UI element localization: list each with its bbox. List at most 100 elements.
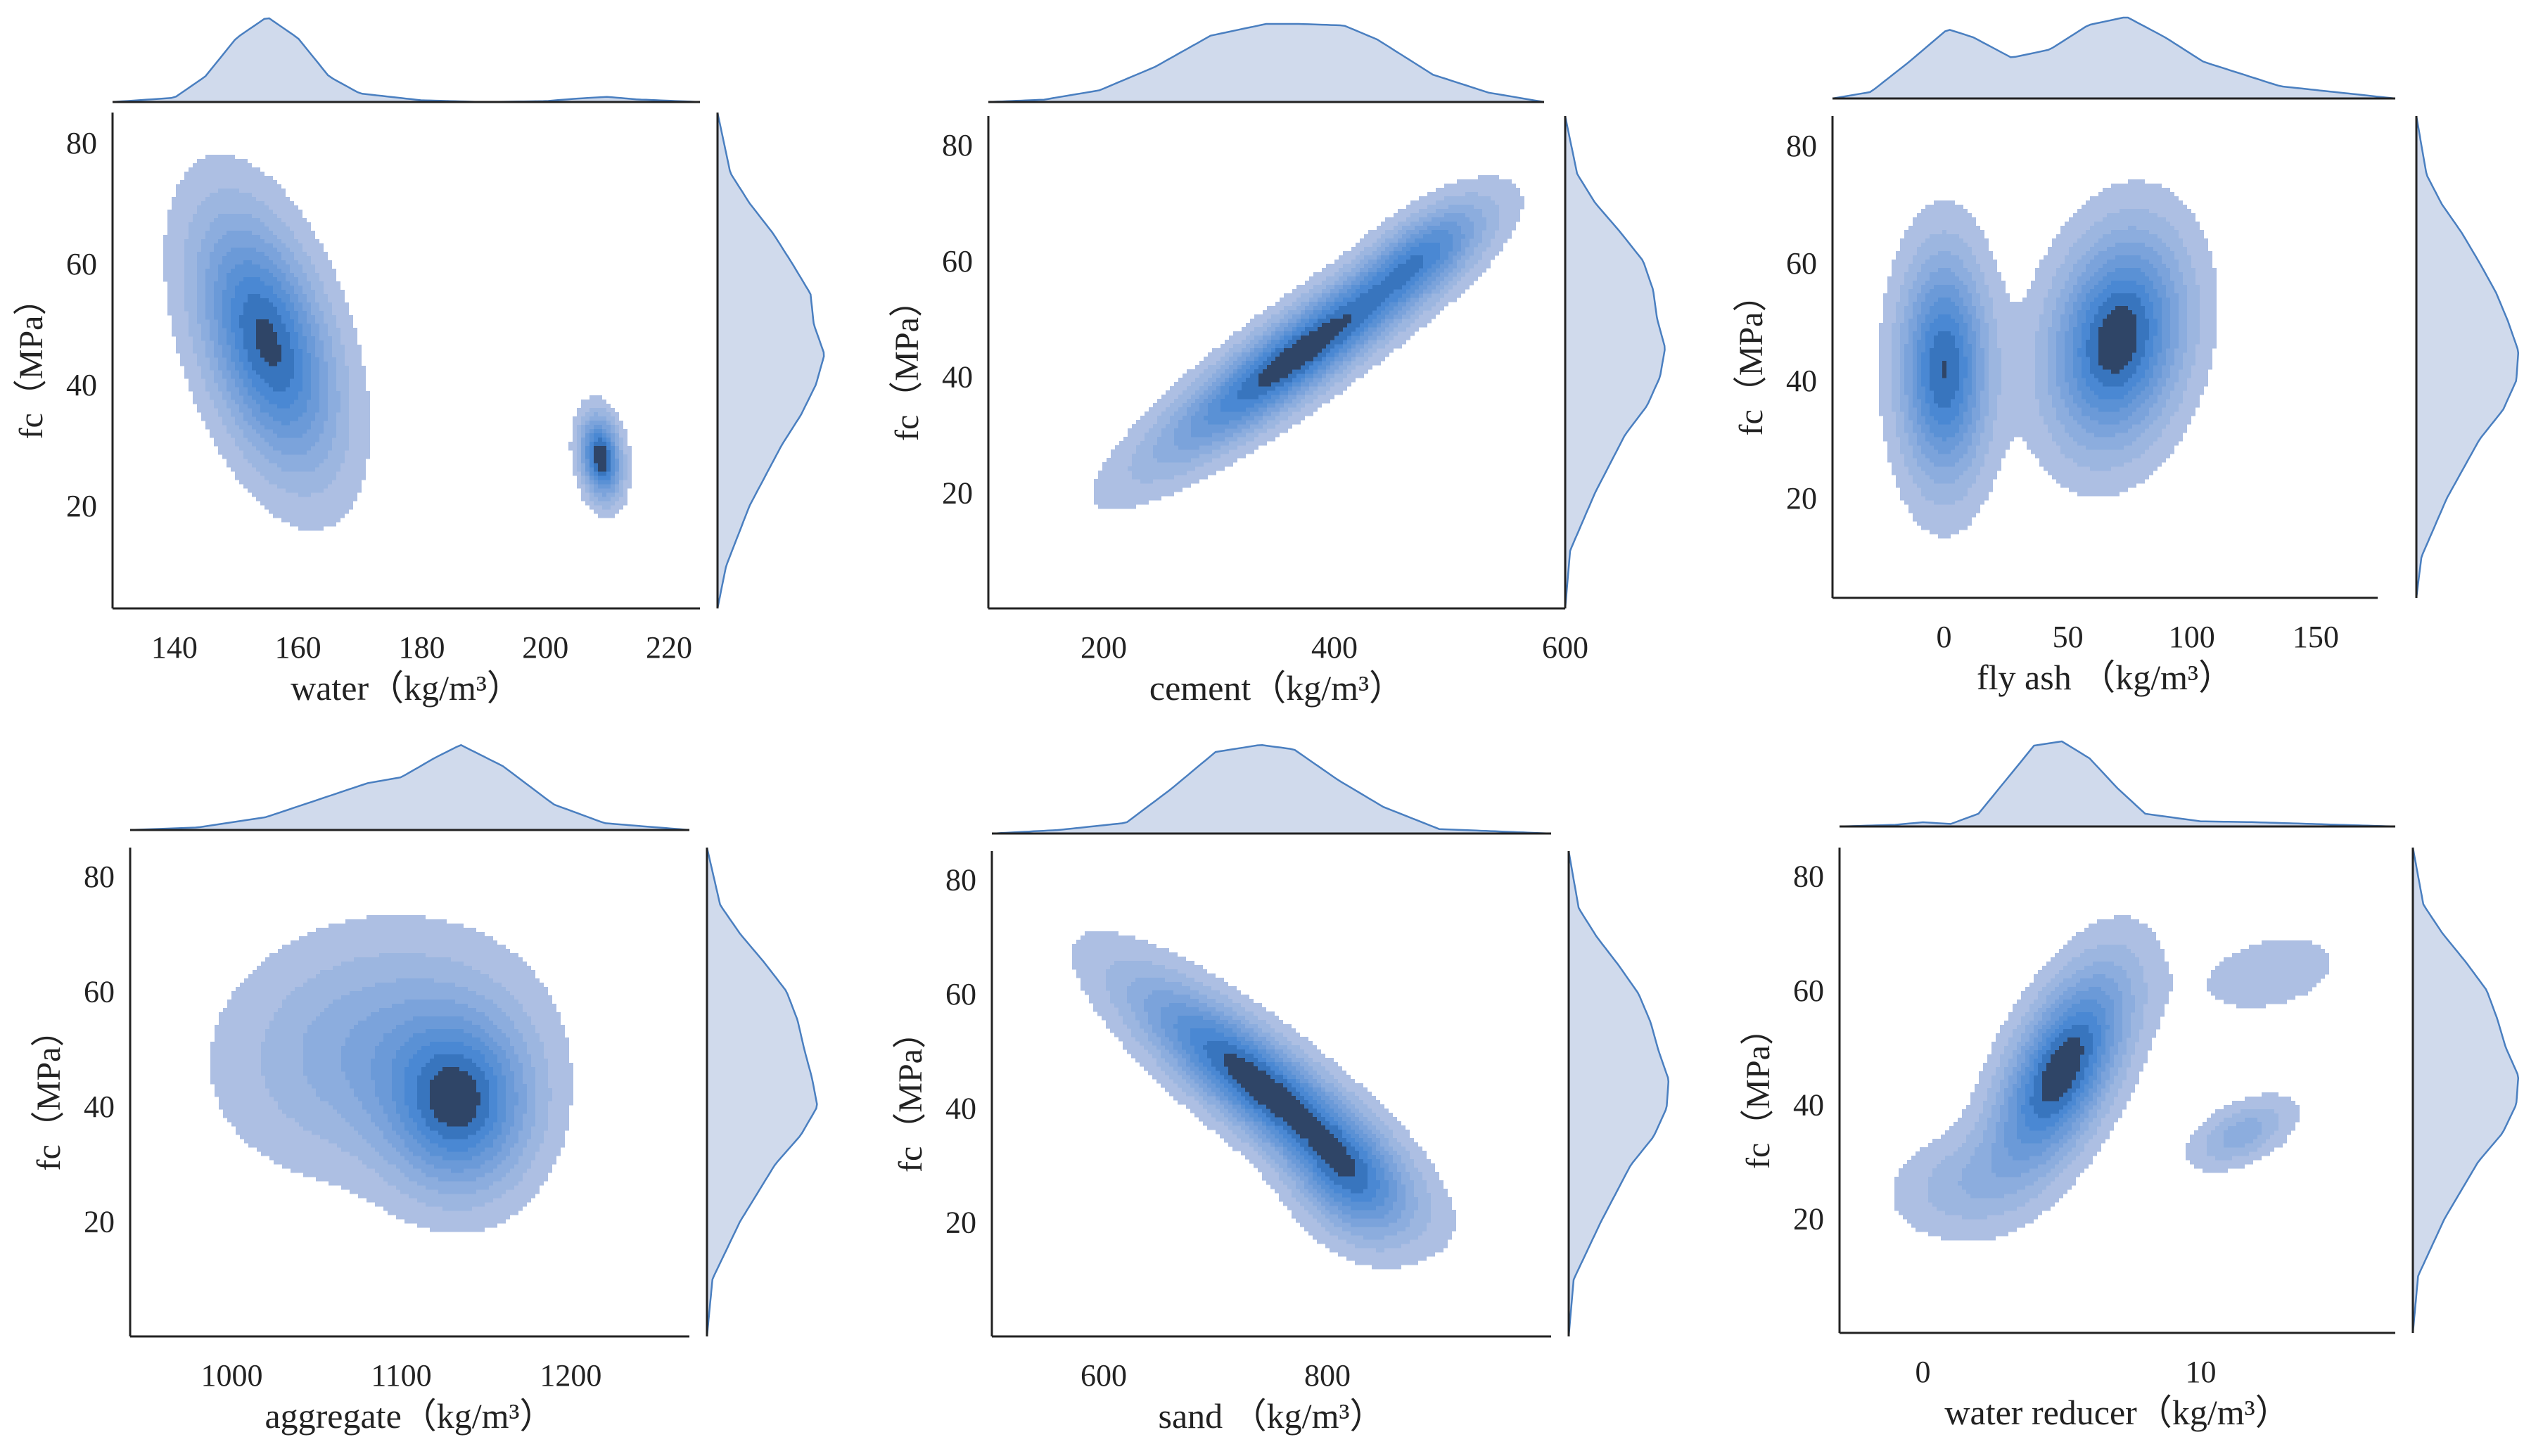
panel-aggregate: 1000 1100 1200 20 40 60 80 aggregate（kg/m³） fc（M…: [30, 743, 818, 1436]
right-marginal-fill: [2416, 116, 2518, 598]
right-marginal-curve: [2415, 115, 2520, 599]
right-marginal-fill: [2413, 848, 2518, 1333]
top-marginal-curve: [129, 743, 690, 831]
top-marginal-curve: [1832, 16, 2396, 100]
y-tick-label: 80: [66, 126, 97, 160]
x-tick-label: 200: [522, 630, 568, 665]
x-tick-label: 150: [2293, 620, 2339, 654]
x-axis-label: cement（kg/m³）: [1149, 668, 1404, 708]
kde-contours-water: [163, 155, 632, 531]
x-tick-label: 10: [2186, 1355, 2217, 1389]
right-marginal-curve: [2411, 847, 2520, 1334]
y-tick-label: 20: [1786, 481, 1817, 516]
y-tick-label: 40: [84, 1090, 115, 1124]
x-tick-label: 100: [2169, 620, 2215, 654]
y-tick-label: 40: [66, 368, 97, 402]
right-marginal-fill: [1569, 851, 1669, 1336]
kde-level-9: [1258, 314, 1351, 387]
kde-level-9: [1224, 1054, 1355, 1177]
y-tick-label: 60: [84, 974, 115, 1009]
kde-contours-aggregate: [210, 915, 573, 1232]
top-marginal-fill: [992, 745, 1551, 834]
y-tick-label: 40: [942, 360, 973, 395]
x-axis-label: water reducer（kg/m³）: [1944, 1393, 2290, 1432]
y-tick-label: 60: [66, 247, 97, 281]
y-tick-label: 60: [1793, 973, 1824, 1008]
kde-level-8: [239, 294, 611, 476]
y-tick-label: 20: [1793, 1202, 1824, 1237]
x-tick-label: 600: [1542, 630, 1588, 665]
top-marginal-fill: [988, 24, 1544, 102]
x-tick-label: 1000: [201, 1358, 263, 1393]
kde-contours-cement: [1094, 175, 1524, 509]
y-tick-label: 60: [945, 977, 976, 1011]
y-tick-label: 60: [1786, 246, 1817, 281]
y-tick-label: 20: [945, 1206, 976, 1240]
top-marginal-curve: [1839, 740, 2396, 828]
y-tick-label: 40: [1786, 364, 1817, 398]
panel-sand: 600 800 20 40 60 80 sand （kg/m³） fc（MPa）: [892, 744, 1670, 1436]
y-tick-label: 80: [1786, 129, 1817, 163]
top-marginal-fill: [113, 18, 700, 102]
panel-water_reducer: 0 10 20 40 60 80 water reducer（kg/m³） fc（MPa）: [1740, 740, 2520, 1432]
top-marginal-fill: [1833, 18, 2395, 98]
y-tick-label: 80: [84, 860, 115, 894]
panel-cement: 200 400 600 20 40 60 80 cement（kg/m³） fc（MPa）: [888, 23, 1666, 708]
right-marginal-curve: [716, 112, 825, 609]
x-tick-label: 0: [1916, 1355, 1931, 1389]
x-tick-label: 180: [398, 630, 445, 665]
top-marginal-fill: [130, 745, 689, 830]
kde-level-9: [2042, 1037, 2084, 1101]
top-marginal-fill: [1840, 741, 2395, 826]
kde-level-4: [205, 231, 619, 497]
kde-contours-sand: [1072, 931, 1456, 1270]
x-tick-label: 600: [1081, 1358, 1127, 1393]
y-tick-label: 20: [84, 1204, 115, 1239]
y-tick-label: 40: [1793, 1087, 1824, 1122]
y-axis-label: fc（MPa）: [13, 282, 50, 440]
x-tick-label: 220: [646, 630, 692, 665]
kde-contours-water_reducer: [1894, 915, 2329, 1241]
kde-level-8: [1930, 293, 2149, 408]
x-tick-label: 1100: [371, 1358, 431, 1393]
x-tick-label: 1200: [540, 1358, 601, 1393]
top-marginal-curve: [112, 17, 701, 103]
right-marginal-curve: [1564, 115, 1666, 609]
kde-contours-fly_ash: [1879, 179, 2217, 539]
y-tick-label: 40: [945, 1091, 976, 1125]
x-tick-label: 800: [1304, 1358, 1351, 1393]
panel-fly_ash: 0 50 100 150 20 40 60 80 fly ash （kg/m³） fc（MPa）: [1733, 16, 2520, 697]
x-axis-label: aggregate（kg/m³）: [264, 1396, 554, 1436]
kde-level-9: [1942, 306, 2136, 378]
x-tick-label: 200: [1081, 630, 1127, 665]
y-axis-label: fc（MPa）: [30, 1014, 68, 1171]
right-marginal-curve: [1567, 850, 1670, 1337]
top-marginal-curve: [991, 744, 1552, 835]
y-tick-label: 80: [942, 128, 973, 162]
x-tick-label: 160: [275, 630, 321, 665]
y-tick-label: 20: [66, 489, 97, 523]
y-axis-label: fc（MPa）: [888, 283, 926, 441]
x-tick-label: 0: [1937, 620, 1952, 654]
right-marginal-fill: [707, 848, 817, 1336]
x-tick-label: 140: [151, 630, 198, 665]
right-marginal-fill: [1565, 116, 1665, 608]
y-tick-label: 80: [1793, 860, 1824, 894]
y-axis-label: fc（MPa）: [892, 1015, 929, 1173]
y-axis-label: fc（MPa）: [1733, 279, 1770, 436]
kde-level-9: [430, 1067, 480, 1127]
x-tick-label: 400: [1311, 630, 1358, 665]
x-axis-label: fly ash （kg/m³）: [1977, 658, 2233, 697]
y-tick-label: 20: [942, 475, 973, 510]
x-axis-label: sand （kg/m³）: [1159, 1396, 1385, 1436]
kde-level-7: [231, 277, 611, 480]
y-axis-label: fc（MPa）: [1740, 1011, 1777, 1169]
right-marginal-curve: [706, 847, 818, 1337]
top-marginal-curve: [988, 23, 1545, 103]
right-marginal-fill: [718, 113, 824, 608]
y-tick-label: 60: [942, 244, 973, 279]
panel-water: 140 160 180 200 220 20 40 60 80 water（kg/m³） fc（MP…: [13, 17, 825, 708]
x-tick-label: 50: [2053, 620, 2084, 654]
y-tick-label: 80: [945, 863, 976, 898]
